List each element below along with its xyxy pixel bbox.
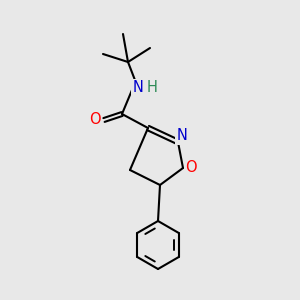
Text: O: O — [185, 160, 197, 175]
Text: H: H — [147, 80, 158, 95]
Text: N: N — [177, 128, 188, 143]
Text: O: O — [89, 112, 101, 128]
Text: N: N — [133, 80, 143, 95]
